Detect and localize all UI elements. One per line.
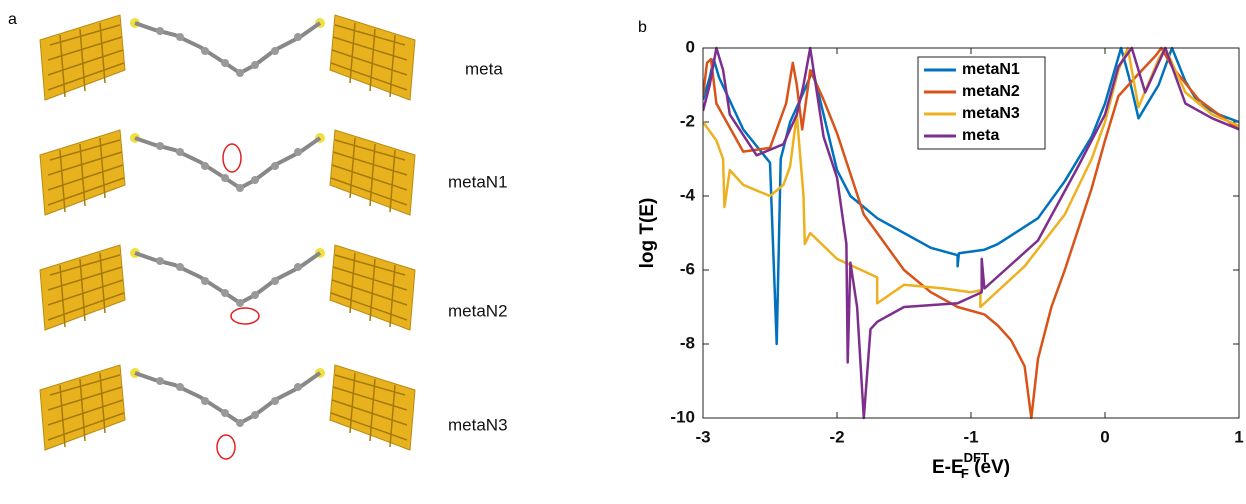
molecule-label: meta (465, 59, 503, 78)
figure: a meta metaN1 metaN2 metaN3 b -3-2-101-1… (0, 0, 1246, 499)
x-tick-label: 1 (1234, 427, 1243, 446)
x-axis-label-part: F (961, 466, 969, 481)
y-tick-label: -4 (680, 185, 696, 204)
y-tick-label: -2 (680, 111, 695, 130)
panel-label: b (638, 19, 647, 36)
x-axis-label-part: E-E (932, 457, 964, 478)
molecule-label: metaN2 (448, 301, 508, 320)
legend-label: metaN3 (962, 105, 1020, 122)
legend-label: meta (962, 127, 999, 144)
x-tick-label: -3 (695, 427, 710, 446)
y-tick-label: -8 (680, 333, 695, 352)
legend-label: metaN2 (962, 83, 1020, 100)
structure-image (40, 15, 415, 459)
legend-label: metaN1 (962, 61, 1020, 78)
y-axis-label: log T(E) (637, 198, 658, 269)
y-tick-label: 0 (686, 37, 695, 56)
x-axis-label-part: (eV) (969, 457, 1010, 478)
x-tick-label: 0 (1100, 427, 1109, 446)
y-tick-label: -6 (680, 259, 695, 278)
y-tick-label: -10 (670, 407, 695, 426)
molecule-label: metaN3 (448, 415, 508, 434)
panel-label: a (8, 11, 17, 28)
x-tick-label: -1 (963, 427, 978, 446)
molecule-label: metaN1 (448, 172, 508, 191)
x-tick-label: -2 (829, 427, 844, 446)
